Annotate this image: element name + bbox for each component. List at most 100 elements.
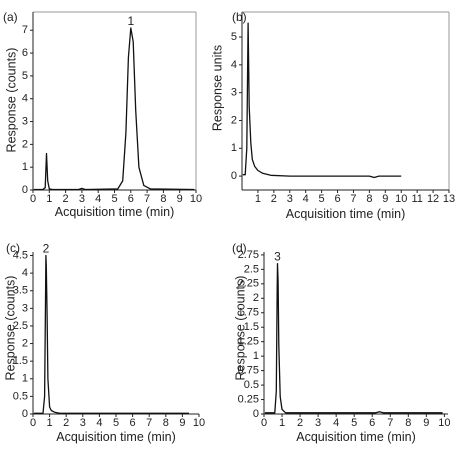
chart-3-peak-label: 2 <box>43 242 50 256</box>
chart-2-x-tick-label: 1 <box>255 193 261 205</box>
chart-3-x-tick-label: 4 <box>96 417 102 429</box>
chart-3-x-tick-label: 7 <box>146 417 152 429</box>
chart-3-y-tick-label: 3 <box>22 302 28 314</box>
chart-1-x-tick-label: 10 <box>190 193 202 205</box>
chart-1-y-tick-label: 1 <box>22 161 28 173</box>
chart-4-x-tick-label: 9 <box>423 417 429 429</box>
chart-2-series-1-line <box>242 22 402 179</box>
chart-4-y-tick-label: 2.5 <box>244 263 259 275</box>
chart-2-y-tick-label: 0 <box>231 170 237 182</box>
chart-1-x-tick-label: 3 <box>79 193 85 205</box>
chart-3-y-tick-label: 4.5 <box>13 249 28 261</box>
chart-4-y-axis-title: Response (counts) <box>233 276 247 381</box>
chart-1-y-tick-label: 2 <box>22 138 28 150</box>
chart-2-x-tick-label: 8 <box>366 193 372 205</box>
chart-1-x-tick-label: 7 <box>144 193 150 205</box>
chart-1-x-axis-title: Acquisition time (min) <box>55 205 174 219</box>
chart-3-x-tick-label: 3 <box>80 417 86 429</box>
chart-2-x-tick-label: 6 <box>334 193 340 205</box>
chart-3-y-tick-label: 0 <box>22 408 28 420</box>
chart-3-x-tick-label: 1 <box>47 417 53 429</box>
chart-3-x-tick-label: 2 <box>63 417 69 429</box>
chart-4-x-tick-label: 10 <box>438 417 450 429</box>
chart-2-panel-label: (b) <box>232 10 247 24</box>
chart-4-x-axis-title: Acquisition time (min) <box>296 430 415 444</box>
chart-2-x-tick-label: 13 <box>443 193 455 205</box>
chart-4-series-1-line <box>264 262 443 414</box>
chart-3-x-tick-label: 8 <box>163 417 169 429</box>
chart-1-x-tick-label: 5 <box>111 193 117 205</box>
chart-3-panel-label: (c) <box>6 241 20 255</box>
chart-2-x-tick-label: 9 <box>382 193 388 205</box>
chart-2-y-tick-label: 2 <box>231 114 237 126</box>
chart-3-y-tick-label: 0.5 <box>13 390 28 402</box>
chart-3-x-tick-label: 6 <box>130 417 136 429</box>
chart-2-x-tick-label: 12 <box>427 193 439 205</box>
chart-4-x-tick-label: 7 <box>387 417 393 429</box>
chart-2-y-tick-label: 1 <box>231 142 237 154</box>
chart-4-y-tick-label: 0.25 <box>238 393 259 405</box>
chart-1-x-tick-label: 6 <box>128 193 134 205</box>
chart-2-x-axis-title: Acquisition time (min) <box>286 207 405 221</box>
chart-2-x-tick-label: 7 <box>350 193 356 205</box>
chart-1-series-1-line <box>33 27 195 191</box>
chart-3-x-tick-label: 0 <box>30 417 36 429</box>
chart-3-y-tick-label: 2 <box>22 337 28 349</box>
chart-4-y-tick-label: 0.5 <box>244 379 259 391</box>
chart-2-x-tick-label: 4 <box>303 193 309 205</box>
chart-4-x-tick-label: 1 <box>279 417 285 429</box>
chart-1-x-tick-label: 1 <box>46 193 52 205</box>
chart-2-x-tick-label: 10 <box>395 193 407 205</box>
chart-1-x-tick-label: 9 <box>177 193 183 205</box>
chart-1-y-tick-label: 4 <box>22 93 28 105</box>
chart-1-y-tick-label: 5 <box>22 70 28 82</box>
chart-1-x-tick-label: 4 <box>95 193 101 205</box>
chart-4-y-tick-label: 2.25 <box>238 278 259 290</box>
chart-3-x-axis-title: Acquisition time (min) <box>56 430 175 444</box>
chart-3-y-tick-label: 2.5 <box>13 320 28 332</box>
chart-2-x-tick-label: 5 <box>319 193 325 205</box>
chart-panel-3: (c)0 1 2 3 4 5 6 7 8 9 1000.511.522.533.544.5Acqui… <box>3 241 205 444</box>
chart-4-y-tick-label: 1.75 <box>238 307 259 319</box>
chart-2-x-tick-label: 2 <box>271 193 277 205</box>
chart-3-x-tick-label: 5 <box>113 417 119 429</box>
chart-3-series-1-line <box>33 254 189 414</box>
chart-4-y-tick-label: 2.75 <box>238 249 259 261</box>
chart-4-x-tick-label: 3 <box>315 417 321 429</box>
chart-1-x-tick-label: 0 <box>30 193 36 205</box>
chart-1-y-tick-label: 7 <box>22 24 28 36</box>
chart-4-y-tick-label: 1.5 <box>244 321 259 333</box>
chart-4-y-tick-label: 1 <box>253 350 259 362</box>
chart-1-x-tick-label: 8 <box>160 193 166 205</box>
chart-2-y-axis-title: Response units <box>210 45 224 131</box>
chart-4-y-tick-label: 2 <box>253 292 259 304</box>
chart-4-panel-label: (d) <box>232 241 247 255</box>
chart-1-y-tick-label: 3 <box>22 115 28 127</box>
chart-3-x-tick-label: 10 <box>193 417 205 429</box>
chart-4-x-tick-label: 0 <box>261 417 267 429</box>
chart-2-x-tick-label: 11 <box>411 193 422 205</box>
chart-2-x-tick-label: 3 <box>287 193 293 205</box>
chart-2-y-tick-label: 3 <box>231 87 237 99</box>
chart-1-panel-label: (a) <box>3 10 18 24</box>
chart-4-y-tick-label: 1.25 <box>238 336 259 348</box>
chart-3-x-tick-label: 9 <box>179 417 185 429</box>
chart-4-x-tick-label: 4 <box>333 417 339 429</box>
chart-1-peak-label: 1 <box>127 14 134 28</box>
chart-2-y-tick-label: 5 <box>231 31 237 43</box>
chart-4-y-tick-label: 0 <box>253 408 259 420</box>
chart-3-y-tick-label: 1.5 <box>13 355 28 367</box>
chart-4-x-tick-label: 8 <box>405 417 411 429</box>
chart-3-y-tick-label: 4 <box>22 267 28 279</box>
chart-4-x-tick-label: 2 <box>297 417 303 429</box>
chart-4-peak-label: 3 <box>274 250 281 264</box>
chart-3-y-axis-title: Response (counts) <box>3 276 17 381</box>
chart-1-x-tick-label: 2 <box>63 193 69 205</box>
chart-4-x-tick-label: 6 <box>369 417 375 429</box>
chart-4-y-tick-label: 0.75 <box>238 365 259 377</box>
chart-1-y-tick-label: 0 <box>22 184 28 196</box>
chart-3-y-tick-label: 1 <box>22 373 28 385</box>
